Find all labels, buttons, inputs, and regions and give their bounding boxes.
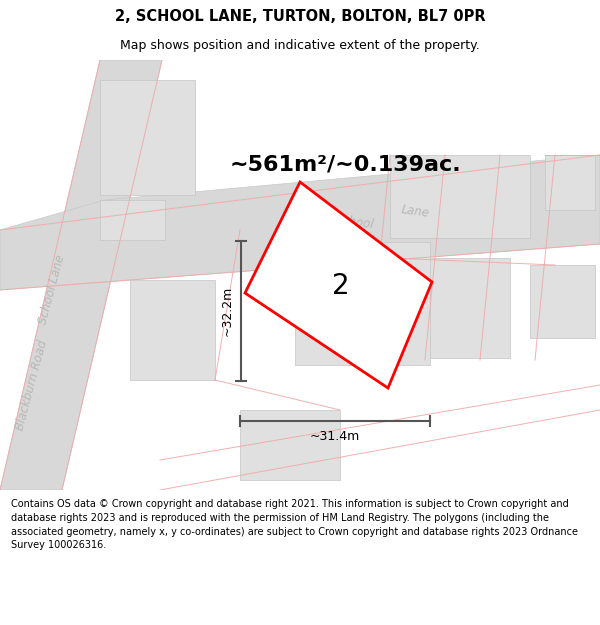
- Text: Blackburn Road: Blackburn Road: [14, 338, 50, 432]
- Polygon shape: [130, 280, 215, 380]
- Text: Contains OS data © Crown copyright and database right 2021. This information is : Contains OS data © Crown copyright and d…: [11, 499, 578, 550]
- Polygon shape: [0, 60, 162, 490]
- Polygon shape: [0, 155, 600, 290]
- Polygon shape: [100, 200, 165, 240]
- Text: School: School: [335, 213, 376, 231]
- Text: ~31.4m: ~31.4m: [310, 431, 360, 444]
- Polygon shape: [245, 182, 432, 388]
- Text: ~32.2m: ~32.2m: [221, 286, 233, 336]
- Polygon shape: [390, 155, 530, 238]
- Polygon shape: [545, 155, 595, 210]
- Polygon shape: [295, 242, 430, 365]
- Polygon shape: [100, 80, 195, 195]
- Text: Lane: Lane: [400, 204, 430, 221]
- Text: 2: 2: [332, 272, 350, 300]
- Polygon shape: [370, 258, 510, 358]
- Text: 2, SCHOOL LANE, TURTON, BOLTON, BL7 0PR: 2, SCHOOL LANE, TURTON, BOLTON, BL7 0PR: [115, 9, 485, 24]
- Polygon shape: [240, 410, 340, 480]
- Text: School Lane: School Lane: [37, 254, 68, 326]
- Text: ~561m²/~0.139ac.: ~561m²/~0.139ac.: [230, 155, 461, 175]
- Polygon shape: [530, 265, 595, 338]
- Text: Map shows position and indicative extent of the property.: Map shows position and indicative extent…: [120, 39, 480, 51]
